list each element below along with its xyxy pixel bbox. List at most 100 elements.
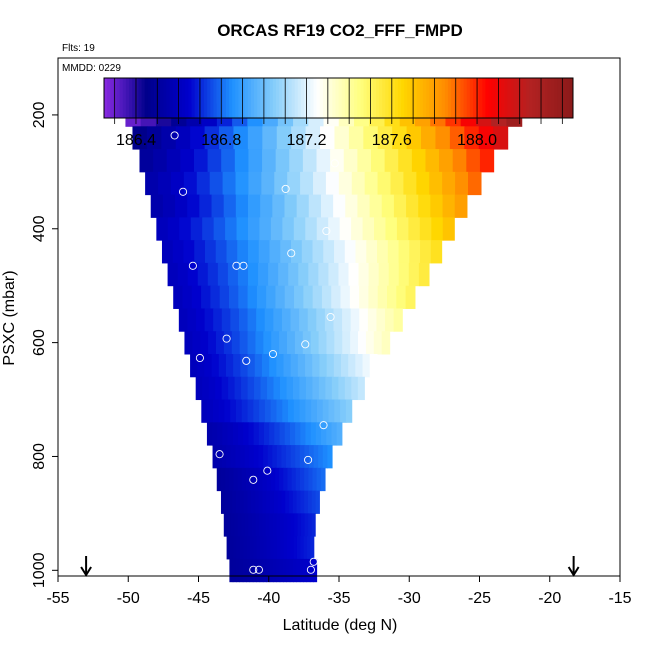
heat-cell-13-19 xyxy=(311,399,318,423)
heat-cell-8-0 xyxy=(173,285,184,309)
heat-cell-17-7 xyxy=(247,490,252,514)
heat-cell-11-14 xyxy=(290,354,299,378)
axes: -55 -50 -45 -40 -35 -30 -25 -20 -15 200 400 600 800 1… xyxy=(31,101,632,607)
colorbar-cell-134 xyxy=(522,78,527,118)
colorbar-cell-35 xyxy=(213,78,217,118)
heat-cell-5-23 xyxy=(419,217,432,241)
colorbar-cell-96 xyxy=(404,78,408,118)
heat-cell-16-18 xyxy=(291,467,297,492)
heat-cell-17-13 xyxy=(270,490,275,514)
heat-cell-15-9 xyxy=(253,445,260,469)
heat-cell-13-23 xyxy=(334,399,341,423)
colorbar-cell-17 xyxy=(157,78,161,118)
heat-cell-1-21 xyxy=(435,126,451,150)
heat-cell-13-0 xyxy=(201,399,208,423)
obs-point-29 xyxy=(188,261,197,270)
obs-point-43 xyxy=(249,475,258,484)
heat-cell-6-4 xyxy=(204,240,217,264)
heat-cell-7-8 xyxy=(248,262,259,287)
heat-cell-8-18 xyxy=(340,285,351,309)
obs-point-39 xyxy=(215,450,224,459)
chart-title: ORCAS RF19 CO2_FFF_FMPD xyxy=(217,21,463,40)
colorbar-cell-123 xyxy=(488,78,493,118)
heat-cell-11-15 xyxy=(297,354,306,378)
heat-cell-15-23 xyxy=(318,445,324,469)
heat-cell-10-10 xyxy=(263,331,272,355)
colorbar-cell-41 xyxy=(232,78,236,118)
colorbar-cell-42 xyxy=(235,78,239,118)
heat-cell-14-7 xyxy=(243,422,250,446)
colorbar-cell-86 xyxy=(372,78,377,118)
heat-cell-6-1 xyxy=(172,240,185,264)
heat-cell-19-23 xyxy=(303,536,308,560)
heat-cell-4-21 xyxy=(406,194,419,218)
colorbar-cell-89 xyxy=(382,78,386,118)
heat-cell-7-13 xyxy=(298,262,309,287)
heat-cell-16-7 xyxy=(245,467,251,492)
heat-cell-16-24 xyxy=(316,467,322,492)
heat-cell-3-8 xyxy=(248,171,262,196)
heat-cell-3-11 xyxy=(287,171,301,196)
heat-cell-6-12 xyxy=(291,240,303,264)
heat-cell-18-20 xyxy=(294,513,299,537)
heat-cell-17-2 xyxy=(228,490,233,514)
heat-cell-15-22 xyxy=(313,445,319,469)
date-note: MMDD: 0229 xyxy=(62,63,121,74)
heat-cell-20-18 xyxy=(289,558,294,583)
x-axis-label: Latitude (deg N) xyxy=(283,617,398,634)
colorbar-cell-92 xyxy=(391,78,396,118)
heat-cell-17-17 xyxy=(285,490,290,514)
heat-cell-3-5 xyxy=(209,171,224,196)
heat-cell-16-23 xyxy=(312,467,318,492)
heat-cell-1-1 xyxy=(146,126,162,150)
heat-cell-15-10 xyxy=(258,445,264,469)
heat-cell-18-15 xyxy=(276,513,281,537)
heat-cell-10-1 xyxy=(192,331,201,355)
colorbar-cell-77 xyxy=(344,78,349,118)
heat-cell-7-15 xyxy=(318,262,330,287)
x-tick-label: -45 xyxy=(187,590,210,607)
obs-point-41 xyxy=(263,466,272,475)
colorbar-cell-51 xyxy=(263,78,267,118)
heat-cell-13-25 xyxy=(345,399,353,423)
heat-cell-19-22 xyxy=(300,536,305,560)
colorbar-cell-56 xyxy=(279,78,283,118)
colorbar-cell-81 xyxy=(357,78,361,118)
heatmap-cells xyxy=(125,103,523,583)
heat-cell-3-16 xyxy=(351,171,366,196)
heat-cell-3-12 xyxy=(300,171,314,196)
heat-cell-1-22 xyxy=(449,126,465,150)
heat-cell-18-16 xyxy=(279,513,285,537)
heat-cell-16-19 xyxy=(295,467,301,492)
heat-cell-20-22 xyxy=(303,558,308,583)
colorbar-cell-87 xyxy=(376,78,380,118)
heat-cell-3-15 xyxy=(338,171,353,196)
heat-cell-6-5 xyxy=(215,240,228,264)
heat-cell-9-15 xyxy=(307,308,317,332)
heat-cell-3-20 xyxy=(403,171,417,196)
heat-cell-6-0 xyxy=(161,240,174,264)
heat-cell-1-8 xyxy=(247,126,263,150)
heat-cell-18-11 xyxy=(262,513,267,537)
heat-cell-1-5 xyxy=(204,126,220,150)
heat-cell-12-11 xyxy=(267,376,275,401)
heat-cell-2-25 xyxy=(479,149,495,173)
heat-cell-2-1 xyxy=(153,149,168,173)
colorbar-cell-137 xyxy=(532,78,536,118)
heat-cell-3-19 xyxy=(390,171,405,196)
heat-cell-15-16 xyxy=(286,445,292,469)
heat-cell-19-14 xyxy=(273,536,278,560)
heat-cell-11-5 xyxy=(226,354,234,378)
heat-cell-8-10 xyxy=(266,285,277,309)
colorbar-cell-121 xyxy=(482,78,486,118)
colorbar-cell-75 xyxy=(338,78,343,118)
heat-cell-5-6 xyxy=(225,217,238,241)
heat-cell-16-10 xyxy=(258,467,264,492)
heat-cell-9-6 xyxy=(230,308,240,332)
y-tick-label: 400 xyxy=(31,215,48,242)
heat-cell-7-5 xyxy=(217,262,229,287)
heat-cell-6-19 xyxy=(366,240,378,264)
heat-cell-11-7 xyxy=(240,354,249,378)
heat-cell-7-19 xyxy=(358,262,370,287)
colorbar-cell-53 xyxy=(269,78,274,118)
